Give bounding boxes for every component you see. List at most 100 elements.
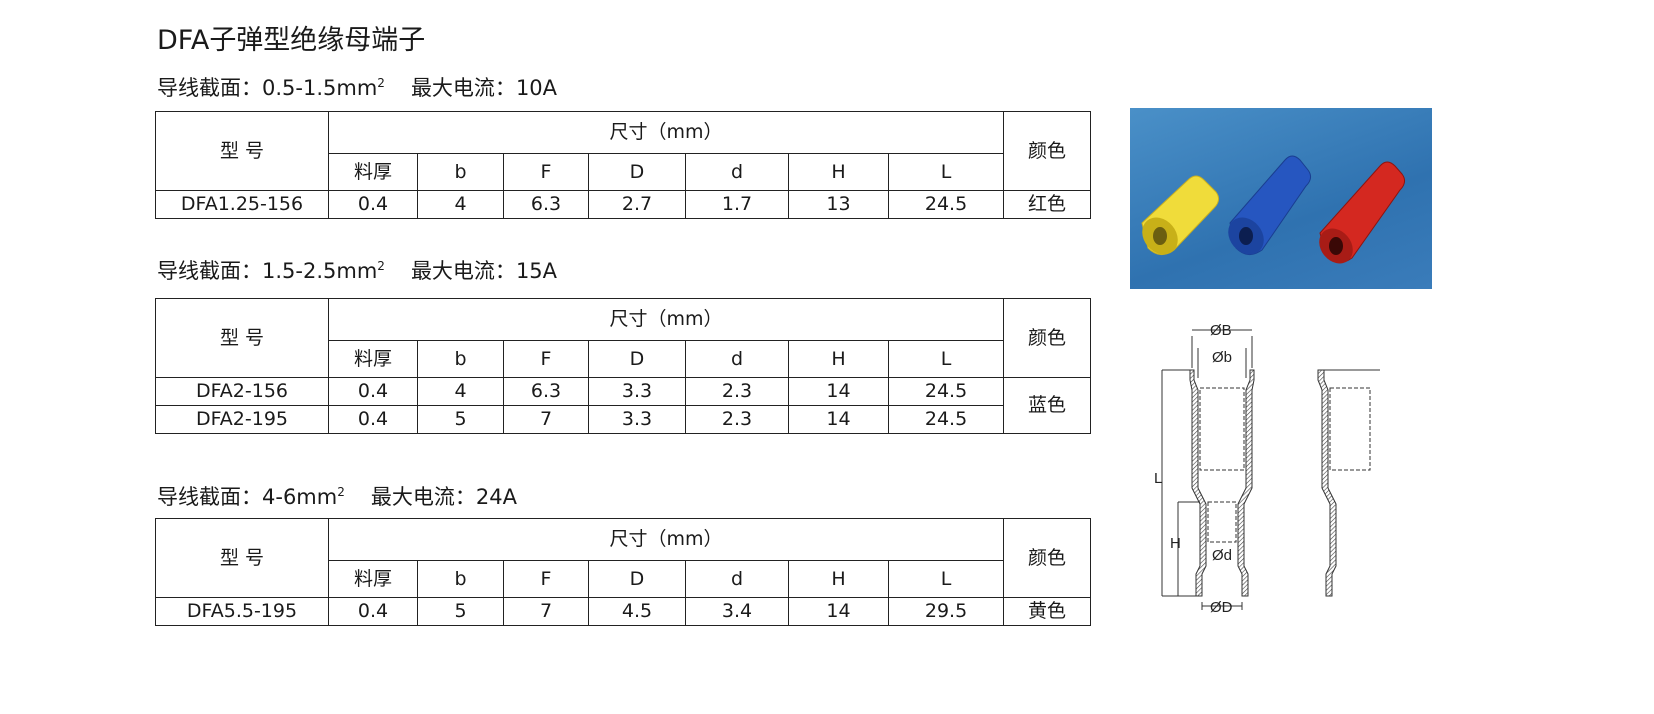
- column-header: 料厚: [328, 560, 418, 598]
- value-cell: 4.5: [588, 597, 686, 626]
- header-size: 尺寸（mm）: [327, 111, 1005, 154]
- model-cell: DFA1.25-156: [155, 190, 329, 219]
- current-value: 15A: [515, 259, 558, 283]
- column-header: H: [788, 560, 889, 598]
- column-header: b: [417, 560, 504, 598]
- value-cell: 2.7: [588, 190, 686, 219]
- label-L: L: [1154, 470, 1162, 487]
- current-value: 24A: [475, 485, 517, 509]
- column-header: F: [503, 153, 589, 191]
- column-header: F: [503, 340, 589, 378]
- value-cell: 14: [788, 377, 889, 406]
- spec-heading: 导线截面：4-6mm2 最大电流：24A: [157, 481, 517, 511]
- column-header: L: [887, 153, 1005, 191]
- value-cell: 6.3: [503, 190, 589, 219]
- header-model: 型 号: [155, 298, 329, 378]
- table-row: DFA2-156 0.4 4 6.3 3.3 2.3 14 24.5 蓝色: [155, 377, 1092, 434]
- red-connector: [1319, 161, 1406, 264]
- yellow-connector: [1141, 175, 1220, 255]
- value-cell: 14: [788, 597, 889, 626]
- header-color: 颜色: [1003, 298, 1092, 378]
- superscript: 2: [337, 485, 345, 499]
- value-cell: 4: [417, 190, 504, 219]
- wire-label: 导线截面：: [157, 76, 262, 100]
- label-b: Øb: [1212, 349, 1232, 366]
- label-B: ØB: [1210, 322, 1232, 339]
- blue-connector: [1228, 155, 1312, 255]
- column-header: H: [788, 153, 889, 191]
- value-cell: 24.5: [887, 377, 1005, 406]
- value-cell: 5: [417, 597, 504, 626]
- table-row: DFA2-195 0.4 5 7 3.3 2.3 14 24.5: [155, 405, 1091, 434]
- value-cell: 7: [503, 597, 589, 626]
- value-cell: 5: [417, 405, 504, 434]
- color-cell: 蓝色: [1003, 377, 1092, 434]
- value-cell: 3.3: [588, 405, 686, 434]
- color-cell: 黄色: [1003, 597, 1092, 626]
- wire-label: 导线截面：: [157, 485, 262, 509]
- table-row: DFA5.5-195 0.4 5 7 4.5 3.4 14 29.5 黄色: [155, 597, 1092, 626]
- wire-size: 1.5-2.5mm: [262, 259, 378, 283]
- value-cell: 7: [503, 405, 589, 434]
- label-d: Ød: [1212, 547, 1232, 564]
- wire-size: 4-6mm: [262, 485, 338, 509]
- model-cell: DFA2-156: [155, 377, 329, 406]
- value-cell: 24.5: [887, 405, 1005, 434]
- column-header: b: [417, 153, 504, 191]
- value-cell: 2.3: [685, 377, 789, 406]
- column-header: d: [685, 560, 789, 598]
- connectors-image: [1141, 155, 1406, 264]
- wire-label: 导线截面：: [157, 259, 262, 283]
- value-cell: 24.5: [887, 190, 1005, 219]
- column-header: H: [788, 340, 889, 378]
- spec-heading: 导线截面：1.5-2.5mm2 最大电流：15A: [157, 255, 557, 285]
- header-color: 颜色: [1003, 111, 1092, 191]
- superscript: 2: [377, 76, 385, 90]
- current-label: 最大电流：: [370, 485, 476, 509]
- column-header: L: [887, 560, 1005, 598]
- page-title: DFA子弹型绝缘母端子: [157, 25, 426, 56]
- current-label: 最大电流：: [410, 76, 516, 100]
- dimension-diagram: ØB Øb L H Ød ØD: [1140, 318, 1400, 622]
- value-cell: 13: [788, 190, 889, 219]
- value-cell: 4: [417, 377, 504, 406]
- value-cell: 0.4: [328, 377, 418, 406]
- value-cell: 1.7: [685, 190, 789, 219]
- value-cell: 0.4: [328, 405, 418, 434]
- value-cell: 29.5: [887, 597, 1005, 626]
- column-header: b: [417, 340, 504, 378]
- column-header: D: [588, 153, 686, 191]
- value-cell: 3.4: [685, 597, 789, 626]
- value-cell: 0.4: [328, 190, 418, 219]
- label-D: ØD: [1210, 599, 1233, 616]
- column-header: L: [887, 340, 1005, 378]
- model-cell: DFA5.5-195: [155, 597, 329, 626]
- column-header: d: [685, 340, 789, 378]
- current-value: 10A: [515, 76, 558, 100]
- table-row: DFA1.25-156 0.4 4 6.3 2.7 1.7 13 24.5 红色: [155, 190, 1092, 219]
- model-cell: DFA2-195: [155, 405, 329, 434]
- header-model: 型 号: [155, 111, 329, 191]
- color-cell: 红色: [1003, 190, 1092, 219]
- wire-size: 0.5-1.5mm: [262, 76, 378, 100]
- value-cell: 0.4: [328, 597, 418, 626]
- column-header: 料厚: [328, 153, 418, 191]
- column-header: 料厚: [328, 340, 418, 378]
- column-header: D: [588, 560, 686, 598]
- header-color: 颜色: [1003, 518, 1092, 598]
- header-size: 尺寸（mm）: [327, 298, 1005, 341]
- value-cell: 6.3: [503, 377, 589, 406]
- header-size: 尺寸（mm）: [327, 518, 1005, 561]
- value-cell: 3.3: [588, 377, 686, 406]
- label-H: H: [1170, 535, 1181, 552]
- column-header: D: [588, 340, 686, 378]
- value-cell: 2.3: [685, 405, 789, 434]
- superscript: 2: [377, 259, 385, 273]
- current-label: 最大电流：: [410, 259, 516, 283]
- column-header: d: [685, 153, 789, 191]
- value-cell: 14: [788, 405, 889, 434]
- product-photo: [1130, 108, 1432, 289]
